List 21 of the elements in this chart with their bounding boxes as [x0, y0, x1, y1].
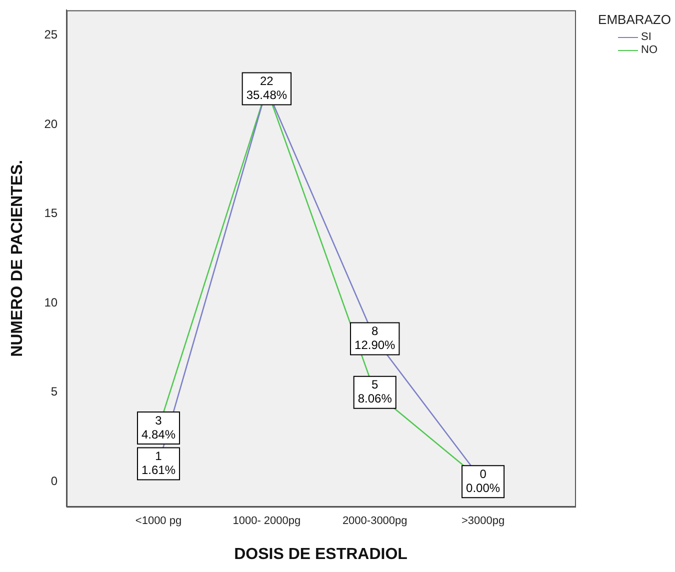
y-axis-title: NUMERO DE PACIENTES. — [9, 160, 26, 357]
data-label: 22 35.48% — [246, 74, 288, 102]
x-tick-label: >3000pg — [461, 515, 505, 528]
x-tick-label: 1000- 2000pg — [232, 515, 301, 528]
data-label: 8 12.90% — [354, 324, 396, 352]
x-axis-title: DOSIS DE ESTRADIOL — [234, 546, 408, 563]
legend-label: SI — [641, 31, 652, 44]
legend-title: EMBARAZO — [598, 12, 671, 27]
y-tick-label: 0 — [50, 474, 58, 488]
y-tick-label: 15 — [44, 206, 58, 220]
data-label: 0 0.00% — [466, 466, 500, 495]
data-label: 5 8.06% — [358, 378, 392, 406]
legend-label: NO — [641, 44, 658, 57]
x-tick-label: <1000 pg — [135, 515, 182, 528]
data-label: 1 1.61% — [141, 449, 176, 478]
data-label: 3 4.84% — [141, 413, 176, 442]
y-tick-label: 10 — [44, 295, 58, 310]
x-tick-label: 2000-3000pg — [342, 515, 408, 528]
y-tick-label: 20 — [44, 116, 58, 131]
y-tick-label: 25 — [44, 28, 58, 42]
y-tick-label: 5 — [50, 384, 58, 399]
